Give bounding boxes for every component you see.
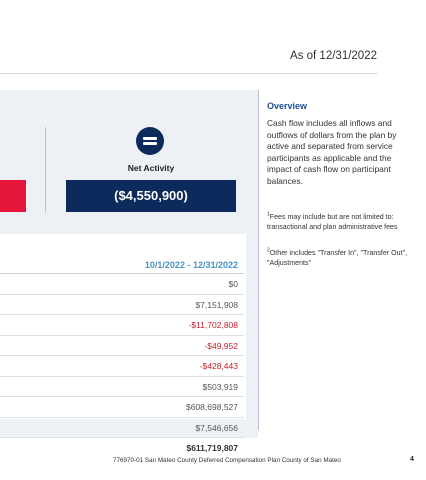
overview-title: Overview xyxy=(267,101,308,111)
ending-balance-row: $611,719,807 xyxy=(186,443,238,453)
net-activity-label: Net Activity xyxy=(127,163,175,173)
table-row: -$11,702,808 xyxy=(0,315,244,336)
table-row: -$49,952 xyxy=(0,336,244,356)
footer-plan-name: 776970-01 San Mateo County Deferred Comp… xyxy=(113,457,341,464)
footnote-marker: 2 xyxy=(267,247,270,254)
table-row: $7,151,908 xyxy=(0,295,244,315)
footnote-text: Other includes "Transfer In", "Transfer … xyxy=(267,249,408,267)
footnote-text: Fees may include but are not limited to:… xyxy=(267,213,398,231)
equals-circle-icon xyxy=(136,127,164,155)
summary-divider xyxy=(45,127,46,213)
table-row: $608,698,527 xyxy=(0,397,244,418)
net-activity-value: ($4,550,900) xyxy=(66,180,236,212)
footnote-marker: 1 xyxy=(267,211,270,218)
panel-side-divider xyxy=(258,90,259,430)
outflow-summary-box xyxy=(0,180,26,212)
footnote-other: 2Other includes "Transfer In", "Transfer… xyxy=(267,248,409,268)
page-number: 4 xyxy=(410,456,414,463)
as-of-date: As of 12/31/2022 xyxy=(290,50,377,62)
table-row: $503,919 xyxy=(0,377,244,397)
column-header-divider xyxy=(0,273,244,274)
cash-flow-table xyxy=(0,234,246,419)
table-row: $7,546,656 xyxy=(0,418,244,438)
header-divider xyxy=(0,73,378,74)
period-column-header: 10/1/2022 - 12/31/2022 xyxy=(144,260,238,270)
table-row: $0 xyxy=(0,274,244,295)
overview-body: Cash flow includes all inflows and outfl… xyxy=(267,118,397,186)
footnote-fees: 1Fees may include but are not limited to… xyxy=(267,212,409,232)
table-rows: $0 $7,151,908 -$11,702,808 -$49,952 -$428,44… xyxy=(0,274,244,459)
table-row: -$428,443 xyxy=(0,356,244,377)
